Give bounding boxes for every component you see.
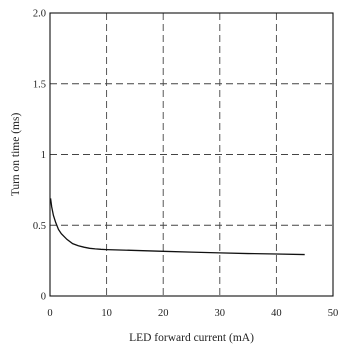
y-tick-label: 1 bbox=[41, 150, 46, 161]
x-tick-labels: 0 10 20 30 40 50 bbox=[47, 308, 338, 319]
x-axis-label: LED forward current (mA) bbox=[129, 332, 254, 344]
y-tick-label: 1.5 bbox=[33, 79, 46, 90]
y-tick-labels: 0 0.5 1 1.5 2.0 bbox=[33, 9, 46, 303]
x-tick-label: 30 bbox=[215, 308, 226, 319]
x-tick-label: 0 bbox=[47, 308, 52, 319]
y-axis-label: Turn on time (ms) bbox=[10, 113, 22, 197]
x-tick-label: 20 bbox=[158, 308, 169, 319]
y-tick-label: 0.5 bbox=[33, 221, 46, 232]
plot-frame bbox=[49, 12, 334, 297]
y-tick-label: 0 bbox=[41, 292, 46, 303]
x-tick-label: 40 bbox=[271, 308, 282, 319]
series-line bbox=[49, 198, 305, 256]
grid-lines bbox=[50, 13, 333, 296]
y-tick-label: 2.0 bbox=[33, 9, 46, 20]
x-tick-label: 50 bbox=[328, 308, 339, 319]
x-tick-label: 10 bbox=[101, 308, 112, 319]
